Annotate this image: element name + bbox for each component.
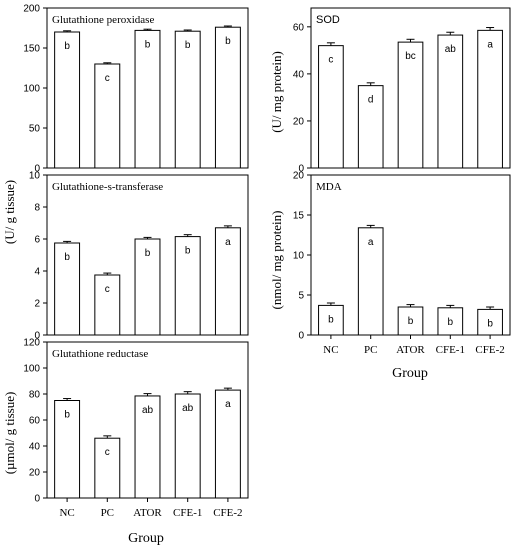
significance-letter: b: [185, 246, 191, 257]
y-tick-label: 15: [293, 211, 305, 222]
chart-panel-2: Glutathione-s-transferase 0 2 4 6 8 10 b c b b a: [29, 171, 249, 342]
bar: [318, 45, 344, 169]
bar: [174, 30, 201, 169]
significance-letter: b: [328, 314, 334, 325]
y-tick-label: 200: [23, 4, 40, 15]
bar: [357, 227, 384, 336]
significance-letter: a: [225, 399, 231, 410]
y-tick-label: 20: [29, 468, 41, 479]
y-tick-label: 40: [29, 442, 41, 453]
y-tick-label: 100: [23, 84, 40, 95]
panel-title: Glutathione peroxidase: [52, 14, 154, 26]
y-tick-label: 60: [29, 416, 41, 427]
y-tick-label: 4: [34, 267, 40, 278]
left-ylabel-top: (U/ g tissue): [2, 180, 17, 244]
bar: [134, 29, 161, 169]
bar: [214, 26, 241, 169]
chart-panel-4: SOD 0 20 40 60 c d bc ab a: [293, 7, 511, 175]
significance-letter: d: [368, 95, 374, 106]
y-tick-label: 50: [29, 124, 41, 135]
significance-letter: b: [64, 41, 70, 52]
significance-letter: ab: [142, 405, 154, 416]
chart-panel-1: Glutathione peroxidase 0 50 100 150 200 b c b b b: [23, 4, 249, 175]
chart-panel-5: MDA 0 5 10 15 20 b NC a PC b ATOR b CFE-1 b CFE-2: [293, 171, 511, 356]
panel-title: Glutathione-s-transferase: [52, 181, 163, 193]
significance-letter: b: [448, 317, 454, 328]
significance-letter: b: [64, 410, 70, 421]
panel-title: Glutathione reductase: [52, 348, 148, 360]
category-label: NC: [59, 507, 74, 519]
bar: [54, 31, 81, 169]
right-ylabel-bottom: (nmol/ mg protein): [269, 211, 284, 310]
significance-letter: c: [328, 55, 333, 66]
category-label: PC: [364, 344, 377, 356]
right-ylabel-top: (U/ mg protein): [269, 51, 284, 133]
y-tick-label: 0: [34, 494, 40, 505]
significance-letter: bc: [405, 51, 416, 62]
significance-letter: b: [225, 36, 231, 47]
bar: [214, 227, 241, 336]
significance-letter: b: [64, 252, 70, 263]
bar: [397, 41, 424, 169]
category-label: CFE-1: [436, 344, 465, 356]
category-label: NC: [323, 344, 338, 356]
significance-letter: b: [145, 248, 151, 259]
y-tick-label: 120: [23, 338, 40, 349]
significance-letter: a: [487, 39, 493, 50]
y-tick-label: 5: [298, 291, 304, 302]
xlabel-left: Group: [128, 531, 164, 546]
significance-letter: ab: [445, 44, 457, 55]
bar: [357, 85, 384, 169]
y-tick-label: 20: [293, 171, 305, 182]
xlabel-right: Group: [392, 366, 428, 381]
category-label: CFE-1: [173, 507, 202, 519]
y-tick-label: 8: [34, 203, 40, 214]
significance-letter: b: [487, 318, 493, 329]
bar: [54, 242, 81, 336]
y-tick-label: 100: [23, 364, 40, 375]
y-tick-label: 0: [34, 164, 40, 175]
bar: [94, 437, 121, 499]
y-tick-label: 0: [298, 164, 304, 175]
panel-title: SOD: [316, 14, 340, 26]
category-label: PC: [101, 507, 114, 519]
significance-letter: a: [225, 237, 231, 248]
y-tick-label: 60: [293, 22, 305, 33]
category-label: ATOR: [396, 344, 425, 356]
significance-letter: c: [105, 284, 110, 295]
y-tick-label: 40: [293, 69, 305, 80]
y-tick-label: 0: [298, 331, 304, 342]
y-tick-label: 2: [34, 299, 40, 310]
significance-letter: c: [105, 447, 110, 458]
significance-letter: b: [145, 39, 151, 50]
y-tick-label: 20: [293, 116, 305, 127]
panel-title: MDA: [316, 181, 342, 193]
category-label: ATOR: [133, 507, 162, 519]
bar: [477, 29, 503, 169]
significance-letter: ab: [182, 403, 194, 414]
left-ylabel-bottom: (µmol/ g tissue): [2, 392, 17, 475]
category-label: CFE-2: [213, 507, 242, 519]
y-tick-label: 10: [29, 171, 41, 182]
significance-letter: b: [185, 40, 191, 51]
y-tick-label: 6: [34, 235, 40, 246]
y-tick-label: 150: [23, 44, 40, 55]
y-tick-label: 80: [29, 390, 41, 401]
chart-panel-3: Glutathione reductase 0 20 40 60 80 100 120 b NC c…: [23, 338, 249, 519]
bar: [174, 236, 201, 336]
y-tick-label: 0: [34, 331, 40, 342]
y-tick-label: 10: [293, 251, 305, 262]
significance-letter: c: [105, 73, 110, 84]
significance-letter: a: [368, 237, 374, 248]
category-label: CFE-2: [475, 344, 504, 356]
significance-letter: b: [408, 316, 414, 327]
